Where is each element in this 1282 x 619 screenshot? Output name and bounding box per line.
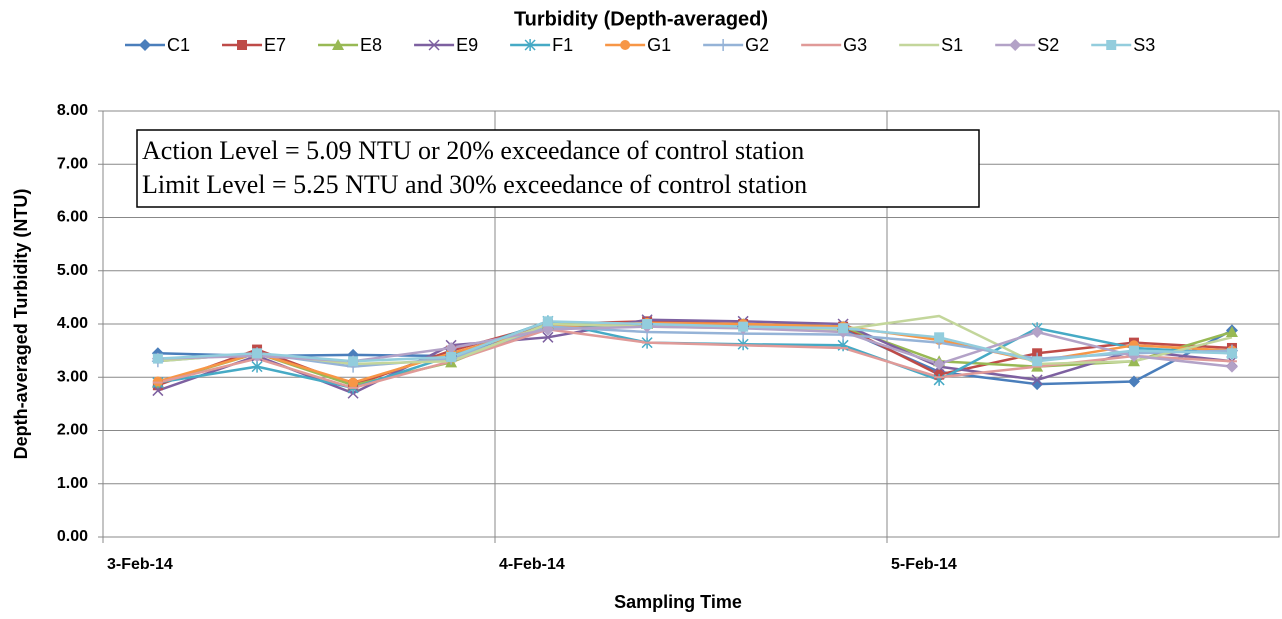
y-tick-label: 0.00: [57, 528, 88, 545]
y-axis-label: Depth-averaged Turbidity (NTU): [11, 189, 31, 460]
legend-item: S2: [995, 35, 1059, 55]
x-tick-label: 3-Feb-14: [107, 556, 173, 573]
chart-title: Turbidity (Depth-averaged): [514, 8, 768, 30]
y-tick-label: 4.00: [57, 315, 88, 332]
series-line: [157, 318, 1233, 395]
marker: [1009, 39, 1022, 51]
legend-item: E7: [222, 35, 286, 55]
marker: [1031, 378, 1044, 391]
legend-label: G3: [843, 35, 867, 55]
plot-frame: [102, 110, 1280, 538]
marker: [152, 353, 163, 364]
annotation: Action Level = 5.09 NTU or 20% exceedanc…: [142, 136, 804, 165]
series-line: [157, 320, 1232, 363]
y-tick-label: 1.00: [57, 475, 88, 492]
marker: [332, 39, 345, 50]
legend-label: S1: [941, 35, 963, 55]
legend-item: E9: [414, 35, 478, 55]
series-line: [157, 325, 1232, 368]
marker: [524, 39, 536, 51]
series-line: [157, 328, 1233, 390]
legend-item: S3: [1091, 35, 1155, 55]
legend-item: S1: [899, 35, 963, 55]
legend-item: G2: [703, 35, 769, 55]
y-tick-label: 5.00: [57, 262, 88, 279]
marker: [446, 352, 457, 363]
legend-label: G2: [745, 35, 769, 55]
legend-item: G1: [605, 35, 671, 55]
marker: [252, 348, 263, 359]
marker: [737, 338, 749, 351]
marker: [542, 331, 554, 343]
legend-label: E9: [456, 35, 478, 55]
marker: [445, 341, 458, 354]
marker: [1225, 360, 1238, 373]
legend-label: S2: [1037, 35, 1059, 55]
marker: [620, 40, 631, 50]
legend-label: F1: [552, 35, 573, 55]
marker: [348, 356, 359, 367]
marker: [1031, 325, 1044, 338]
series-line: [157, 320, 1233, 387]
marker: [152, 385, 164, 397]
marker: [1226, 348, 1237, 359]
annotation-box: [136, 129, 980, 208]
marker: [1032, 356, 1043, 367]
marker: [1127, 375, 1140, 388]
y-tick-label: 3.00: [57, 368, 88, 385]
marker: [251, 360, 263, 373]
y-tick-label: 2.00: [57, 422, 88, 439]
marker: [1225, 325, 1238, 337]
annotation: Limit Level = 5.25 NTU and 30% exceedanc…: [142, 170, 807, 199]
legend-item: G3: [801, 35, 867, 55]
marker: [1106, 40, 1117, 50]
legend-label: C1: [167, 35, 190, 55]
x-tick-label: 5-Feb-14: [891, 556, 957, 573]
legend-item: C1: [125, 35, 190, 55]
marker: [139, 39, 151, 51]
marker: [934, 332, 945, 343]
x-tick-label: 4-Feb-14: [499, 556, 565, 573]
x-axis-label: Sampling Time: [614, 592, 742, 612]
legend-item: E8: [318, 35, 382, 55]
y-tick-label: 8.00: [57, 102, 88, 119]
marker: [838, 323, 849, 334]
marker: [348, 377, 359, 388]
marker: [1031, 374, 1043, 386]
marker: [933, 357, 946, 370]
legend-label: E7: [264, 35, 286, 55]
y-tick-label: 6.00: [57, 209, 88, 226]
legend-item: F1: [510, 35, 573, 55]
legend-label: S3: [1133, 35, 1155, 55]
marker: [237, 40, 248, 50]
marker: [642, 319, 653, 329]
legend-label: E8: [360, 35, 382, 55]
marker: [542, 316, 553, 327]
marker: [738, 321, 749, 332]
marker: [428, 39, 440, 51]
marker: [152, 376, 163, 387]
marker: [717, 39, 730, 51]
marker: [1128, 345, 1139, 356]
legend-label: G1: [647, 35, 671, 55]
y-tick-label: 7.00: [57, 155, 88, 172]
